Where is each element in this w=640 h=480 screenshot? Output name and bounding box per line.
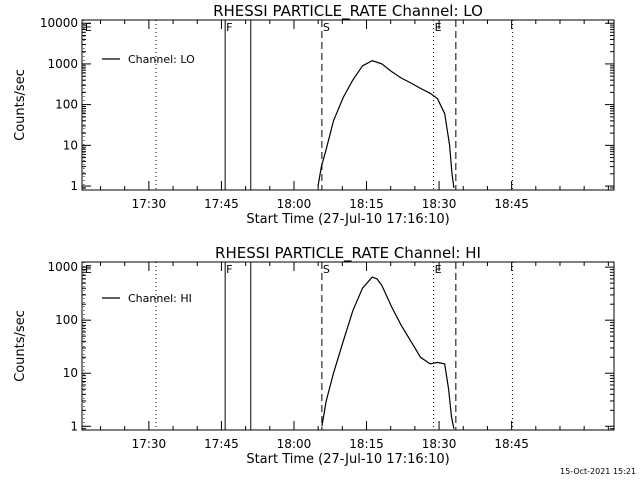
x-tick-label: 18:45: [494, 197, 529, 211]
y-tick-label: 100: [55, 313, 78, 327]
series-line: [321, 276, 455, 429]
event-marker-label: F: [226, 263, 232, 276]
y-tick-label: 10000: [40, 16, 78, 30]
chart-title: RHESSI PARTICLE_RATE Channel: LO: [213, 2, 483, 21]
series-line: [317, 60, 455, 188]
plot-frame: [81, 19, 615, 191]
x-tick-label: 17:45: [204, 197, 239, 211]
y-axis-label: Counts/sec: [13, 69, 28, 141]
chart-panel-2: [81, 261, 615, 431]
x-tick-label: 18:15: [349, 197, 384, 211]
x-tick-label: 18:00: [277, 437, 312, 451]
y-tick-label: 10: [63, 138, 78, 152]
y-tick-label: 1000: [47, 260, 78, 274]
x-tick-label: 17:30: [132, 197, 167, 211]
event-marker-label: F: [226, 21, 232, 34]
x-tick-label: 17:45: [204, 437, 239, 451]
y-tick-label: 100: [55, 98, 78, 112]
event-marker-label: E: [435, 263, 442, 276]
y-axis-label: Counts/sec: [13, 310, 28, 382]
x-tick-label: 18:30: [422, 437, 457, 451]
y-tick-label: 1: [70, 179, 78, 193]
x-tick-label: 18:45: [494, 437, 529, 451]
chart-title: RHESSI PARTICLE_RATE Channel: HI: [215, 244, 481, 263]
event-marker-label: S: [323, 21, 330, 34]
y-tick-label: 10: [63, 366, 78, 380]
y-tick-label: 1: [70, 419, 78, 433]
x-tick-label: 17:30: [132, 437, 167, 451]
plot-frame: [81, 261, 615, 431]
event-marker-label: S: [323, 263, 330, 276]
x-tick-label: 18:30: [422, 197, 457, 211]
x-axis-label: Start Time (27-Jul-10 17:16:10): [246, 212, 449, 227]
legend-label: Channel: LO: [128, 53, 195, 66]
x-tick-label: 18:15: [349, 437, 384, 451]
event-marker-label: E: [85, 21, 92, 34]
y-tick-label: 1000: [47, 57, 78, 71]
x-tick-label: 18:00: [277, 197, 312, 211]
event-marker-label: E: [85, 263, 92, 276]
event-marker-label: E: [435, 21, 442, 34]
chart-panel-1: [81, 19, 615, 191]
x-axis-label: Start Time (27-Jul-10 17:16:10): [246, 452, 449, 467]
footer-timestamp: 15-Oct-2021 15:21: [560, 467, 636, 476]
legend-label: Channel: HI: [128, 292, 192, 305]
